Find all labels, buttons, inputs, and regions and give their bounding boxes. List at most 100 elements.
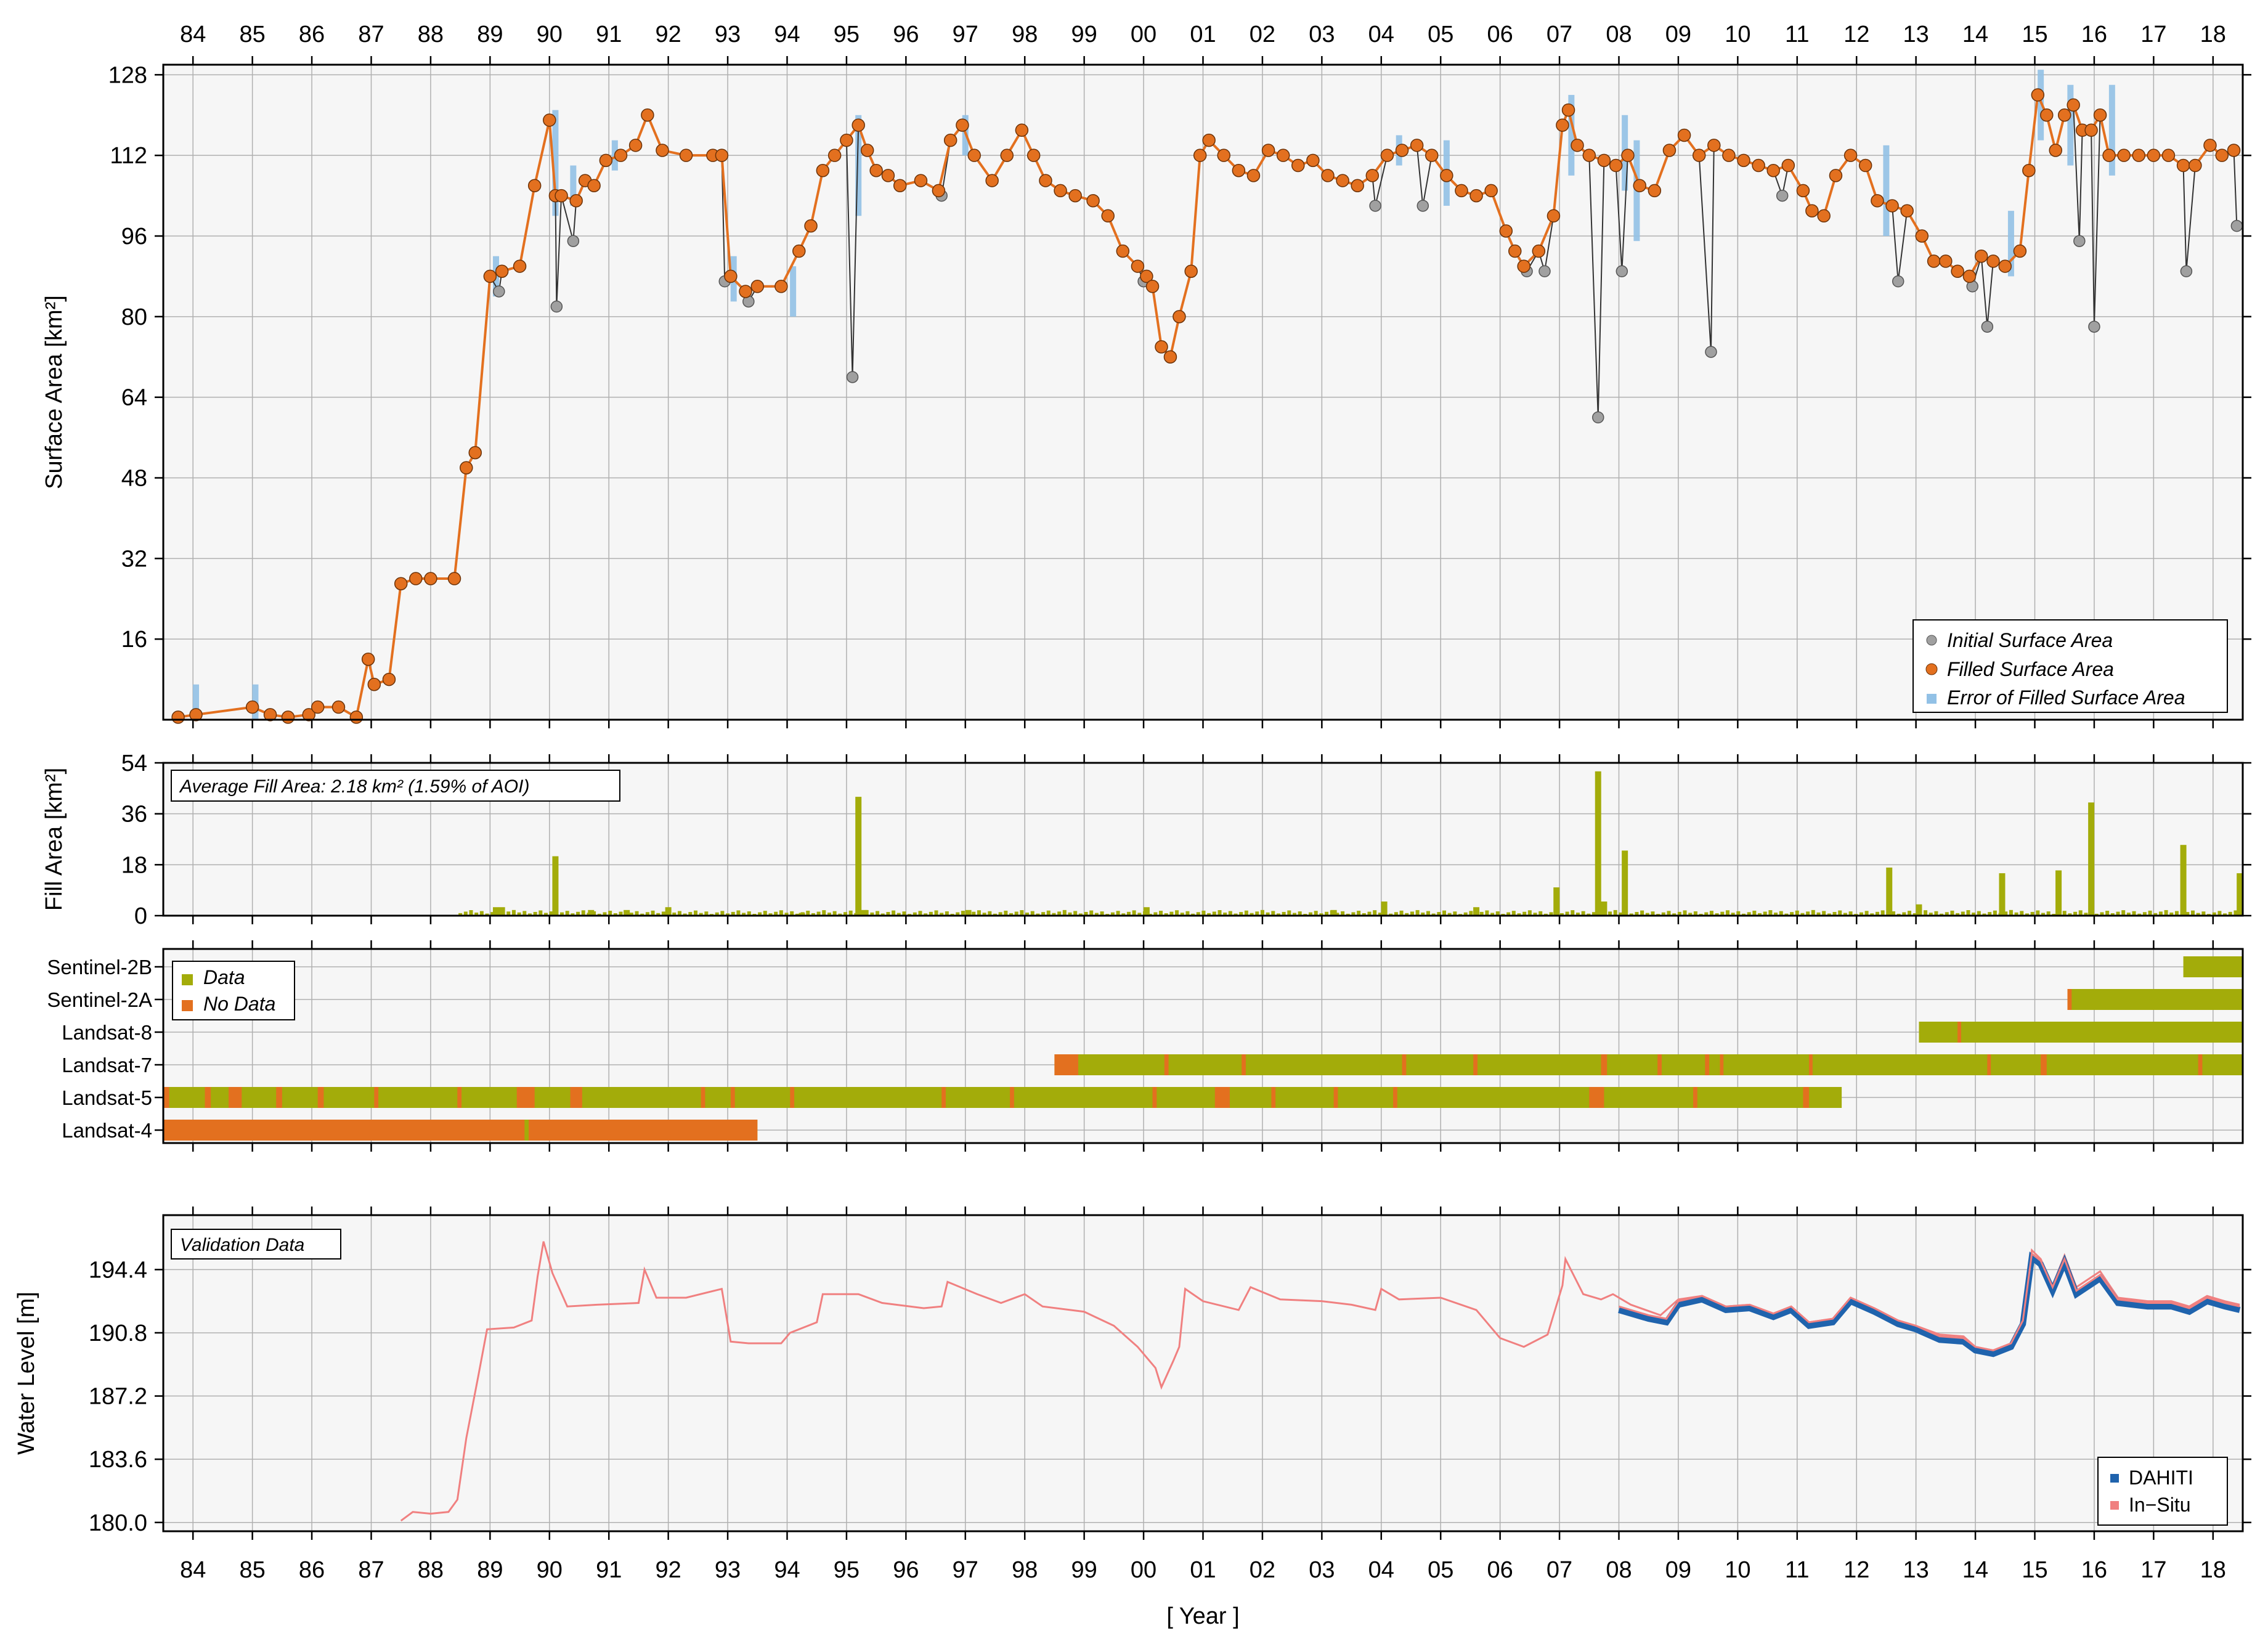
fill-bar-small xyxy=(2185,912,2190,916)
top-tick-label: 88 xyxy=(418,22,444,47)
top-tick-label: 02 xyxy=(1250,22,1275,47)
coverage-bar-nodata xyxy=(457,1087,462,1108)
error-bar xyxy=(2038,70,2044,140)
fill-bar-small xyxy=(1795,910,1799,916)
coverage-bar-nodata xyxy=(570,1087,582,1108)
top-tick-label: 03 xyxy=(1309,22,1335,47)
bottom-tick-label: 85 xyxy=(240,1557,266,1583)
filled-point xyxy=(361,653,375,666)
average-fill-box xyxy=(171,770,620,802)
filled-point xyxy=(409,572,423,585)
fill-bar-small xyxy=(1148,913,1152,916)
y-tick-label: 48 xyxy=(121,466,147,492)
filled-point xyxy=(1116,244,1130,258)
coverage-bar-nodata xyxy=(1720,1054,1724,1075)
fill-bar xyxy=(855,797,862,916)
fill-bar-small xyxy=(972,911,976,916)
bottom-tick-label: 08 xyxy=(1606,1557,1632,1583)
filled-point xyxy=(1677,128,1691,142)
bottom-tick-label: 01 xyxy=(1190,1557,1216,1583)
fill-bar-small xyxy=(1309,912,1313,916)
fill-bar-small xyxy=(1924,910,1928,916)
fill-bar-small xyxy=(1945,912,1949,916)
validation-frame xyxy=(162,1214,2244,1532)
coverage-bar-nodata xyxy=(1164,1054,1169,1075)
filled-point xyxy=(1722,149,1736,162)
fill-bar-small xyxy=(1838,910,1842,916)
filled-point xyxy=(956,118,969,132)
coverage-bar-nodata xyxy=(1803,1087,1810,1108)
filled-point xyxy=(1155,340,1168,354)
fill-bar-small xyxy=(2009,910,2013,916)
fill-bar xyxy=(588,910,595,916)
fill-bar-small xyxy=(506,911,511,916)
fill-bar-small xyxy=(892,910,896,916)
top-tick-label: 15 xyxy=(2022,22,2047,47)
filled-point xyxy=(1484,184,1498,198)
bottom-tick-label: 05 xyxy=(1428,1557,1453,1583)
fill-bar-small xyxy=(886,912,890,916)
fill-bar-small xyxy=(1110,912,1115,916)
coverage-bar-nodata xyxy=(1214,1087,1230,1108)
fill-bar-small xyxy=(1046,910,1051,916)
filled-point xyxy=(2203,139,2217,152)
error-bar xyxy=(552,110,559,216)
top-tick-label: 85 xyxy=(240,22,266,47)
fill-bar-small xyxy=(1185,911,1190,916)
fill-bar-small xyxy=(1506,912,1511,916)
fill-bar-small xyxy=(1522,911,1527,916)
fill-area-y-ticks: 0 18 36 54 xyxy=(121,751,2251,929)
fill-bar-small xyxy=(1153,912,1158,916)
fill-bar-small xyxy=(571,913,575,916)
fill-bar-small xyxy=(1159,911,1163,916)
fill-bar-small xyxy=(1169,911,1174,916)
filled-point xyxy=(1395,144,1409,157)
fill-bar-small xyxy=(656,913,660,916)
fill-bar-small xyxy=(1908,911,1912,916)
fill-bar xyxy=(1553,887,1560,916)
filled-point xyxy=(367,678,381,691)
validation-annotation: Validation Data xyxy=(180,1235,304,1255)
filled-point xyxy=(840,133,853,147)
filled-point xyxy=(1927,254,1941,268)
fill-bar-small xyxy=(816,911,821,916)
filled-point xyxy=(1469,189,1483,203)
coverage-bar-nodata xyxy=(1693,1087,1697,1108)
filled-point xyxy=(1026,149,1041,162)
top-tick-label: 91 xyxy=(596,22,622,47)
fill-bar xyxy=(861,910,868,916)
fill-bar-small xyxy=(945,911,949,916)
coverage-bar-nodata xyxy=(1402,1054,1407,1075)
top-tick-label: 00 xyxy=(1131,22,1156,47)
filled-point xyxy=(1817,209,1831,223)
filled-point xyxy=(1547,209,1561,223)
fill-bar-small xyxy=(1538,911,1543,916)
top-tick-label: 13 xyxy=(1903,22,1929,47)
fill-bar-small xyxy=(1217,910,1222,916)
fill-bar-small xyxy=(1613,910,1617,916)
filled-point xyxy=(1571,139,1584,152)
fill-bar-small xyxy=(527,913,532,916)
coverage-bar-nodata xyxy=(205,1087,211,1108)
fill-bar-small xyxy=(1463,912,1468,916)
fill-bar-small xyxy=(1121,913,1126,916)
fill-bar-small xyxy=(1426,911,1430,916)
fill-bar xyxy=(1886,867,1893,916)
error-bar xyxy=(1883,145,1890,237)
sensor-label: Landsat-7 xyxy=(62,1054,152,1076)
top-tick-label: 96 xyxy=(893,22,919,47)
fill-bar-small xyxy=(1950,910,1954,916)
fill-bar-small xyxy=(2030,911,2034,916)
filled-point xyxy=(1752,158,1765,173)
fill-bar-small xyxy=(2153,913,2158,916)
y-tick-label: 180.0 xyxy=(89,1510,147,1536)
coverage-bar-nodata xyxy=(2198,1054,2203,1075)
fill-bar-small xyxy=(940,913,944,916)
fill-bar-small xyxy=(1132,910,1136,916)
filled-point xyxy=(641,108,654,122)
fill-bar-small xyxy=(1608,911,1612,916)
fill-bar-small xyxy=(1089,910,1094,916)
fill-bar-small xyxy=(1774,913,1778,916)
filled-point xyxy=(1781,158,1795,173)
